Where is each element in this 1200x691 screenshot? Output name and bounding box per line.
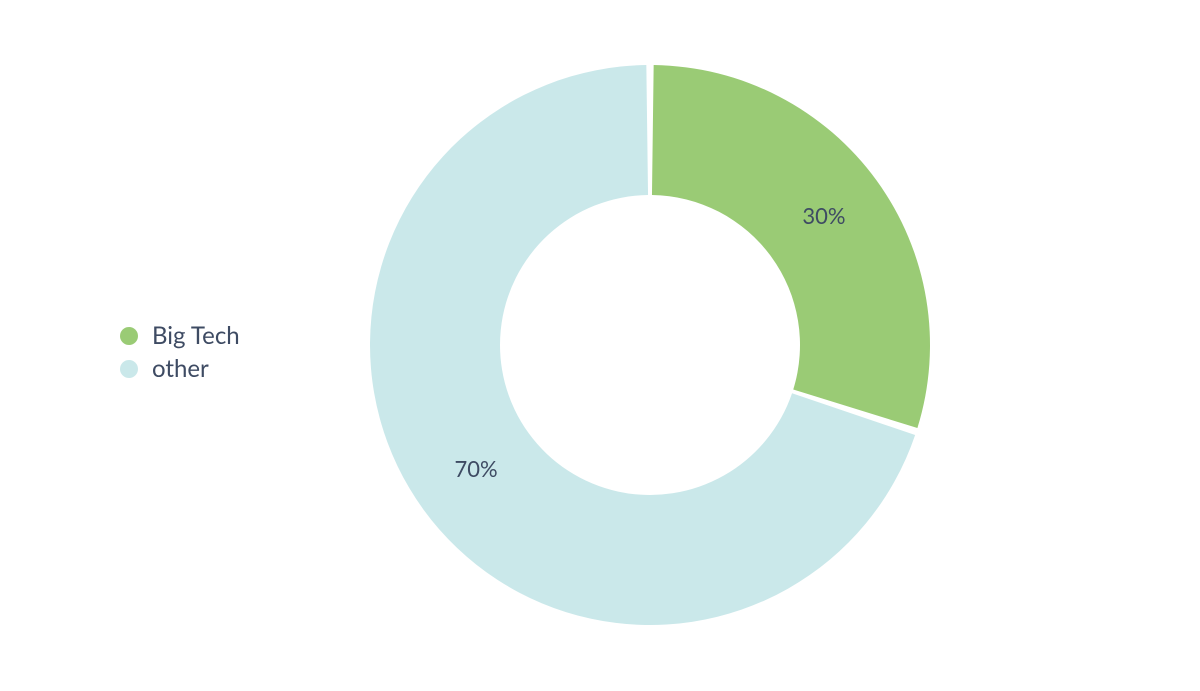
legend-item-big-tech: Big Tech	[120, 320, 240, 351]
slice-label-big_tech: 30%	[802, 202, 845, 229]
legend-label: other	[152, 353, 209, 384]
legend-label: Big Tech	[152, 320, 240, 351]
donut-chart: Big Techother 30% 70%	[0, 0, 1200, 691]
legend-swatch-icon	[120, 327, 138, 345]
donut-slice-big_tech	[652, 65, 930, 428]
legend-item-other: other	[120, 353, 240, 384]
donut-area: 30% 70%	[330, 25, 970, 665]
legend: Big Techother	[120, 320, 240, 386]
slice-label-other: 70%	[454, 455, 497, 482]
legend-swatch-icon	[120, 360, 138, 378]
donut-svg: 30% 70%	[330, 25, 970, 665]
